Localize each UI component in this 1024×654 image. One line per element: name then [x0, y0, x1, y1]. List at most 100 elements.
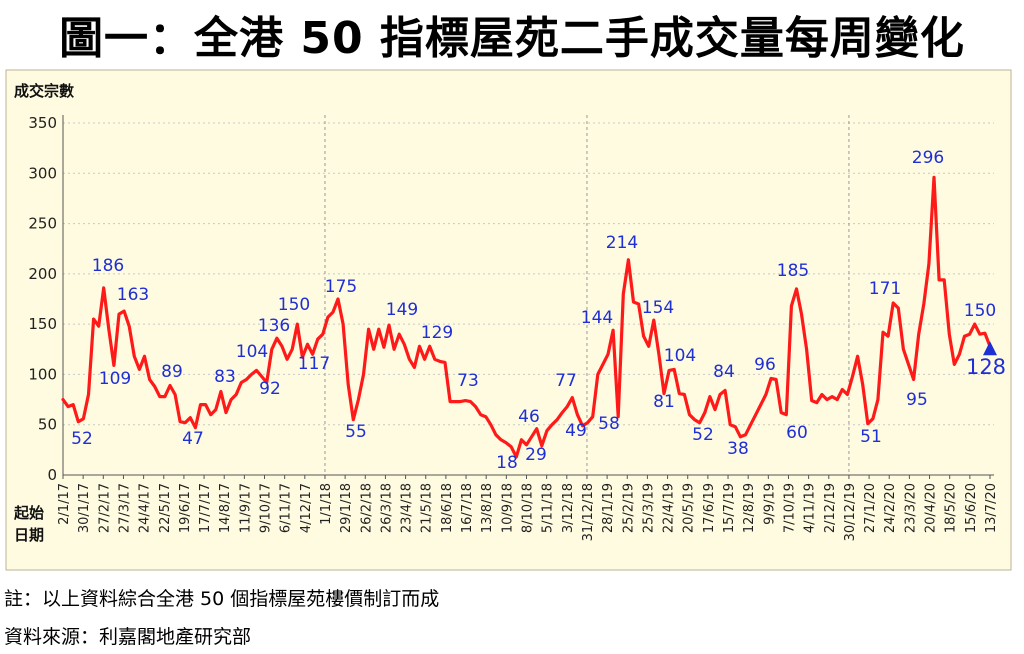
data-label: 296: [912, 148, 944, 168]
data-label: 128: [966, 355, 1006, 379]
data-label: 117: [298, 354, 330, 374]
data-label: 81: [653, 392, 675, 412]
data-label: 171: [869, 279, 901, 299]
x-tick-label: 20/4/20: [924, 483, 939, 533]
x-tick-label: 24/4/17: [138, 483, 153, 533]
x-axis-label-line-2: 日期: [14, 526, 44, 544]
x-tick-label: 17/6/19: [702, 483, 717, 533]
data-label: 47: [182, 429, 204, 449]
x-tick-label: 18/5/20: [944, 483, 959, 533]
x-tick-label: 26/2/18: [359, 483, 374, 533]
x-tick-label: 17/7/17: [198, 483, 213, 533]
data-label: 89: [161, 362, 183, 382]
data-label: 149: [386, 300, 418, 320]
axes: [62, 115, 994, 476]
x-tick-label: 28/1/19: [601, 483, 616, 533]
data-label: 109: [99, 369, 131, 389]
data-label: 83: [214, 367, 236, 387]
x-tick-label: 29/1/18: [339, 483, 354, 533]
x-tick-label: 30/12/19: [843, 483, 858, 541]
x-tick-label: 19/6/17: [178, 483, 193, 533]
x-tick-label: 2/1/17: [57, 483, 72, 525]
x-tick-label: 1/1/18: [319, 483, 334, 525]
x-tick-label: 2/12/19: [823, 483, 838, 533]
y-tick-labels: 0 50 100 150 200 250 300 350: [28, 114, 57, 484]
x-tick-label: 18/6/18: [440, 483, 455, 533]
chart-title: 圖一：全港 50 指標屋苑二手成交量每周變化: [59, 13, 965, 64]
x-tick-label: 30/1/17: [77, 483, 92, 533]
x-tick-label: 21/5/18: [420, 483, 435, 533]
data-label: 144: [581, 308, 613, 328]
data-label: 154: [642, 298, 674, 318]
x-tick-label: 15/7/19: [722, 483, 737, 533]
x-tick-label: 24/2/20: [883, 483, 898, 533]
series-line-layer: [61, 175, 992, 459]
x-tick-label: 27/1/20: [863, 483, 878, 533]
data-label: 150: [964, 301, 996, 321]
data-label: 73: [457, 371, 479, 391]
y-tick-label: 350: [28, 114, 57, 132]
x-tick-label: 14/8/17: [218, 483, 233, 533]
data-label: 175: [325, 277, 357, 297]
data-labels: 5218610916389478310492136150117175551491…: [71, 148, 1006, 473]
data-label: 51: [860, 427, 882, 447]
x-tick-label: 25/3/19: [641, 483, 656, 533]
data-label: 52: [71, 429, 93, 449]
x-tick-label: 9/10/17: [259, 483, 274, 533]
x-tick-label: 9/9/19: [762, 483, 777, 525]
y-tick-label: 200: [28, 265, 57, 283]
data-label: 92: [259, 379, 281, 399]
x-tick-label: 16/7/18: [460, 483, 475, 533]
gridlines: [63, 122, 994, 426]
x-tick-label: 25/2/19: [621, 483, 636, 533]
x-tick-label: 20/5/19: [682, 483, 697, 533]
data-label: 129: [421, 323, 453, 343]
x-tick-label: 27/2/17: [97, 483, 112, 533]
x-tick-label: 7/10/19: [782, 483, 797, 533]
x-tick-label: 27/3/17: [117, 483, 132, 533]
x-tick-label: 13/7/20: [984, 483, 999, 533]
x-tick-label: 23/3/20: [903, 483, 918, 533]
data-label: 185: [777, 261, 809, 281]
data-label: 38: [727, 439, 749, 459]
x-tick-label: 22/5/17: [158, 483, 173, 533]
x-tick-label: 10/9/18: [500, 483, 515, 533]
data-label: 77: [555, 371, 577, 391]
data-label: 186: [92, 256, 124, 276]
data-label: 136: [258, 316, 290, 336]
x-axis-label-line-1: 起始: [13, 504, 44, 522]
data-label: 84: [713, 362, 735, 382]
x-tick-label: 13/8/18: [480, 483, 495, 533]
data-label: 49: [565, 421, 587, 441]
data-label: 104: [236, 342, 268, 362]
y-tick-label: 0: [47, 466, 57, 484]
y-tick-label: 150: [28, 315, 57, 333]
latest-value-marker: [983, 341, 997, 356]
x-tick-label: 26/3/18: [379, 483, 394, 533]
source-note: 資料來源：利嘉閣地產研究部: [4, 626, 252, 648]
x-tick-labels: 2/1/17 30/1/17 27/2/17 27/3/17 24/4/17 22/5/1…: [57, 475, 999, 541]
x-tick-label: 15/6/20: [964, 483, 979, 533]
data-label: 18: [496, 453, 518, 473]
data-label: 96: [754, 355, 776, 375]
x-tick-label: 23/4/18: [400, 483, 415, 533]
series-line: [61, 175, 992, 459]
x-tick-label: 5/11/18: [541, 483, 556, 533]
x-tick-label: 6/11/17: [279, 483, 294, 533]
chart-frame: [5, 69, 1012, 571]
x-tick-label: 4/11/19: [803, 483, 818, 533]
data-label: 46: [518, 407, 540, 427]
x-tick-label: 31/12/18: [581, 483, 596, 541]
data-label: 95: [906, 390, 928, 410]
x-tick-label: 12/8/19: [742, 483, 757, 533]
year-separators: [324, 115, 850, 475]
data-label: 214: [606, 233, 638, 253]
data-label: 55: [345, 422, 367, 442]
x-tick-label: 3/12/18: [561, 483, 576, 533]
x-tick-label: 4/12/17: [299, 483, 314, 533]
data-label: 58: [598, 414, 620, 434]
data-label: 29: [525, 445, 547, 465]
y-tick-label: 100: [28, 365, 57, 383]
y-tick-label: 300: [28, 164, 57, 182]
y-axis-label: 成交宗數: [14, 82, 74, 100]
